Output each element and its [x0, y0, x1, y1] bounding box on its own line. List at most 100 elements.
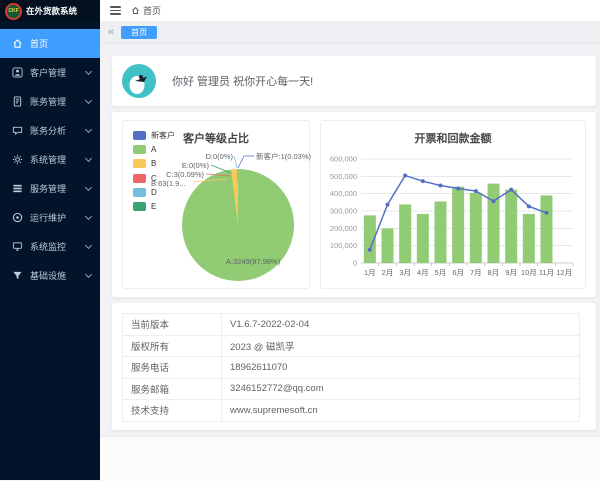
y-axis-tick-label: 600,000: [330, 155, 357, 164]
tab-首页[interactable]: 首页: [121, 26, 158, 39]
legend-item-C[interactable]: C: [133, 173, 175, 183]
line-point: [473, 189, 478, 194]
chevron-down-icon: [84, 270, 93, 279]
pie-label: B:63(1.9...: [151, 179, 186, 188]
bar: [399, 204, 412, 263]
legend-marker: [133, 131, 146, 140]
sidebar-item-label: 基础设施: [30, 271, 67, 281]
sidebar-item-monitor[interactable]: 系统监控: [0, 232, 100, 261]
legend-label: A: [151, 145, 157, 155]
tab-bar: « 首页: [100, 22, 600, 44]
breadcrumb[interactable]: 首页: [131, 4, 161, 17]
sidebar: CKF 在外货款系统 首页客户管理账务管理 账务分析 系统管理 服务管理 运行维护系统监…: [0, 0, 100, 480]
pie-leader-line: [237, 155, 254, 169]
legend-item-B[interactable]: B: [133, 159, 175, 169]
bar: [363, 215, 376, 263]
operation-icon: [12, 212, 23, 223]
bar: [416, 213, 429, 263]
pie-leader-line: [208, 251, 223, 262]
bar: [540, 195, 553, 263]
legend-marker: [133, 145, 146, 155]
y-axis-tick-label: 500,000: [330, 172, 357, 181]
sidebar-item-home[interactable]: 首页: [0, 29, 100, 58]
pie-label: D:0(0%): [205, 152, 233, 161]
sidebar-item-system[interactable]: 系统管理: [0, 145, 100, 174]
pie-legend: 新客户 A B C D E: [133, 131, 175, 216]
collapse-tabs-icon[interactable]: «: [108, 25, 115, 38]
chevron-down-icon: [84, 212, 93, 221]
bar: [381, 228, 394, 263]
chevron-down-icon: [84, 154, 93, 163]
x-axis-tick-label: 4月: [417, 268, 429, 277]
line-point: [491, 199, 496, 204]
x-axis-tick-label: 3月: [399, 268, 411, 277]
sidebar-item-analysis[interactable]: 账务分析: [0, 116, 100, 145]
legend-label: D: [151, 187, 157, 197]
chevron-down-icon: [84, 183, 93, 192]
table-row-label: 服务电话: [122, 356, 222, 379]
pie-label: A:3249(97.98%): [226, 257, 281, 266]
pie-label: C:3(0.09%): [166, 170, 204, 179]
pie-chart-card: 客户等级占比 新客户 A B C D E 新客户:1(0.03%) A:3249(97.98…: [122, 120, 311, 289]
x-axis-tick-label: 5月: [435, 268, 447, 277]
legend-item-D[interactable]: D: [133, 187, 175, 197]
app-title: 在外货款系统: [26, 6, 78, 16]
pie-label: 新客户:1(0.03%): [256, 151, 311, 161]
bar-chart-card: 开票和回款金额 0 100,000 200,000 300,000 400,000 500…: [320, 120, 586, 289]
table-row: 当前版本 V1.6.7-2022-02-04: [122, 313, 580, 336]
sidebar-item-ops[interactable]: 运行维护: [0, 203, 100, 232]
line-point: [367, 247, 372, 252]
bar: [469, 192, 482, 263]
chevron-down-icon: [84, 241, 93, 250]
document-icon: [12, 96, 23, 107]
sidebar-item-accounts[interactable]: 账务管理: [0, 87, 100, 116]
sidebar-item-label: 系统监控: [30, 242, 67, 252]
sidebar-item-label: 客户管理: [30, 68, 67, 78]
table-row: 服务邮箱 3246152772@qq.com: [122, 377, 580, 400]
legend-item-E[interactable]: E: [133, 201, 175, 211]
legend-item-新客户[interactable]: 新客户: [133, 131, 175, 140]
chat-icon: [12, 125, 23, 136]
bar: [522, 213, 535, 263]
table-row: 服务电话 18962611070: [122, 356, 580, 379]
logo-bar: CKF 在外货款系统: [0, 0, 100, 22]
x-axis-tick-label: 7月: [470, 268, 482, 277]
y-axis-tick-label: 100,000: [330, 241, 357, 250]
user-icon: [12, 67, 23, 78]
list-icon: [12, 183, 23, 194]
x-axis-tick-label: 1月: [364, 268, 376, 277]
line-point: [420, 179, 425, 184]
app-logo-icon: CKF: [5, 2, 22, 20]
main-content: 你好 管理员 祝你开心每一天! 客户等级占比 新客户 A B C D E 新客户:1(0.…: [100, 44, 600, 436]
x-axis-tick-label: 8月: [488, 268, 500, 277]
legend-marker: [133, 159, 146, 169]
x-axis-tick-label: 6月: [452, 268, 464, 277]
y-axis-tick-label: 400,000: [330, 189, 357, 198]
y-axis-tick-label: 200,000: [330, 224, 357, 233]
bar: [505, 189, 518, 263]
sidebar-item-infra[interactable]: 基础设施: [0, 261, 100, 290]
pie-leader-line: [192, 178, 228, 183]
table-row-label: 当前版本: [122, 313, 222, 336]
tabs-holder: 首页: [121, 26, 158, 39]
y-axis-tick-label: 0: [353, 259, 357, 268]
bar-line-chart: 0 100,000 200,000 300,000 400,000 500,000 600,…: [330, 155, 574, 277]
chevron-down-icon: [84, 96, 93, 105]
breadcrumb-label: 首页: [143, 6, 162, 16]
charts-card: 客户等级占比 新客户 A B C D E 新客户:1(0.03%) A:3249(97.98…: [112, 112, 596, 297]
bar: [487, 183, 500, 263]
sidebar-item-service[interactable]: 服务管理: [0, 174, 100, 203]
table-row-label: 版权所有: [122, 334, 222, 357]
legend-label: C: [151, 173, 157, 183]
infrastructure-icon: [12, 270, 23, 281]
menu-icon[interactable]: [110, 6, 121, 15]
sidebar-item-customer[interactable]: 客户管理: [0, 58, 100, 87]
sidebar-item-label: 首页: [30, 39, 49, 49]
monitor-icon: [12, 241, 23, 252]
legend-marker: [133, 201, 146, 211]
pie-leader-line: [210, 164, 232, 174]
legend-item-A[interactable]: A: [133, 145, 175, 155]
table-row-value: 3246152772@qq.com: [221, 377, 580, 400]
x-axis-tick-label: 9月: [505, 268, 517, 277]
legend-label: E: [151, 201, 157, 211]
